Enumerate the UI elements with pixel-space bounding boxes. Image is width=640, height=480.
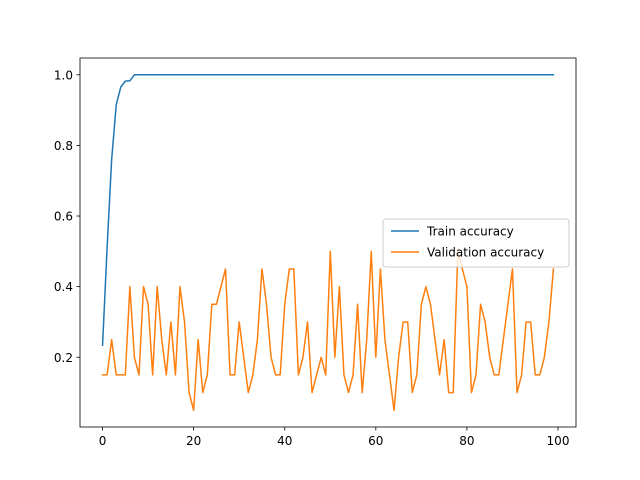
x-tick-label: 0: [99, 434, 107, 448]
axes-frame: [79, 57, 577, 428]
series-line-validation-accuracy: [101, 250, 555, 411]
series-group: [101, 74, 555, 411]
y-tick-label: 0.8: [54, 139, 73, 153]
legend-label-train-accuracy: Train accuracy: [426, 225, 514, 239]
x-axis: 0 20 40 60 80 100: [99, 427, 570, 448]
y-axis: 0.2 0.4 0.6 0.8 1.0: [54, 68, 80, 365]
y-tick-label: 0.2: [54, 351, 73, 365]
plot-area: [79, 57, 577, 428]
legend: Train accuracy Validation accuracy: [382, 218, 570, 268]
legend-box: [382, 218, 570, 268]
y-tick-label: 1.0: [54, 68, 73, 82]
x-tick-label: 20: [186, 434, 201, 448]
x-tick-label: 60: [368, 434, 383, 448]
x-tick-label: 80: [459, 434, 474, 448]
y-tick-label: 0.4: [54, 280, 73, 294]
x-tick-label: 100: [547, 434, 570, 448]
x-tick-label: 40: [277, 434, 292, 448]
legend-label-validation-accuracy: Validation accuracy: [427, 246, 544, 260]
series-line-train-accuracy: [101, 74, 555, 347]
y-tick-label: 0.6: [54, 210, 73, 224]
